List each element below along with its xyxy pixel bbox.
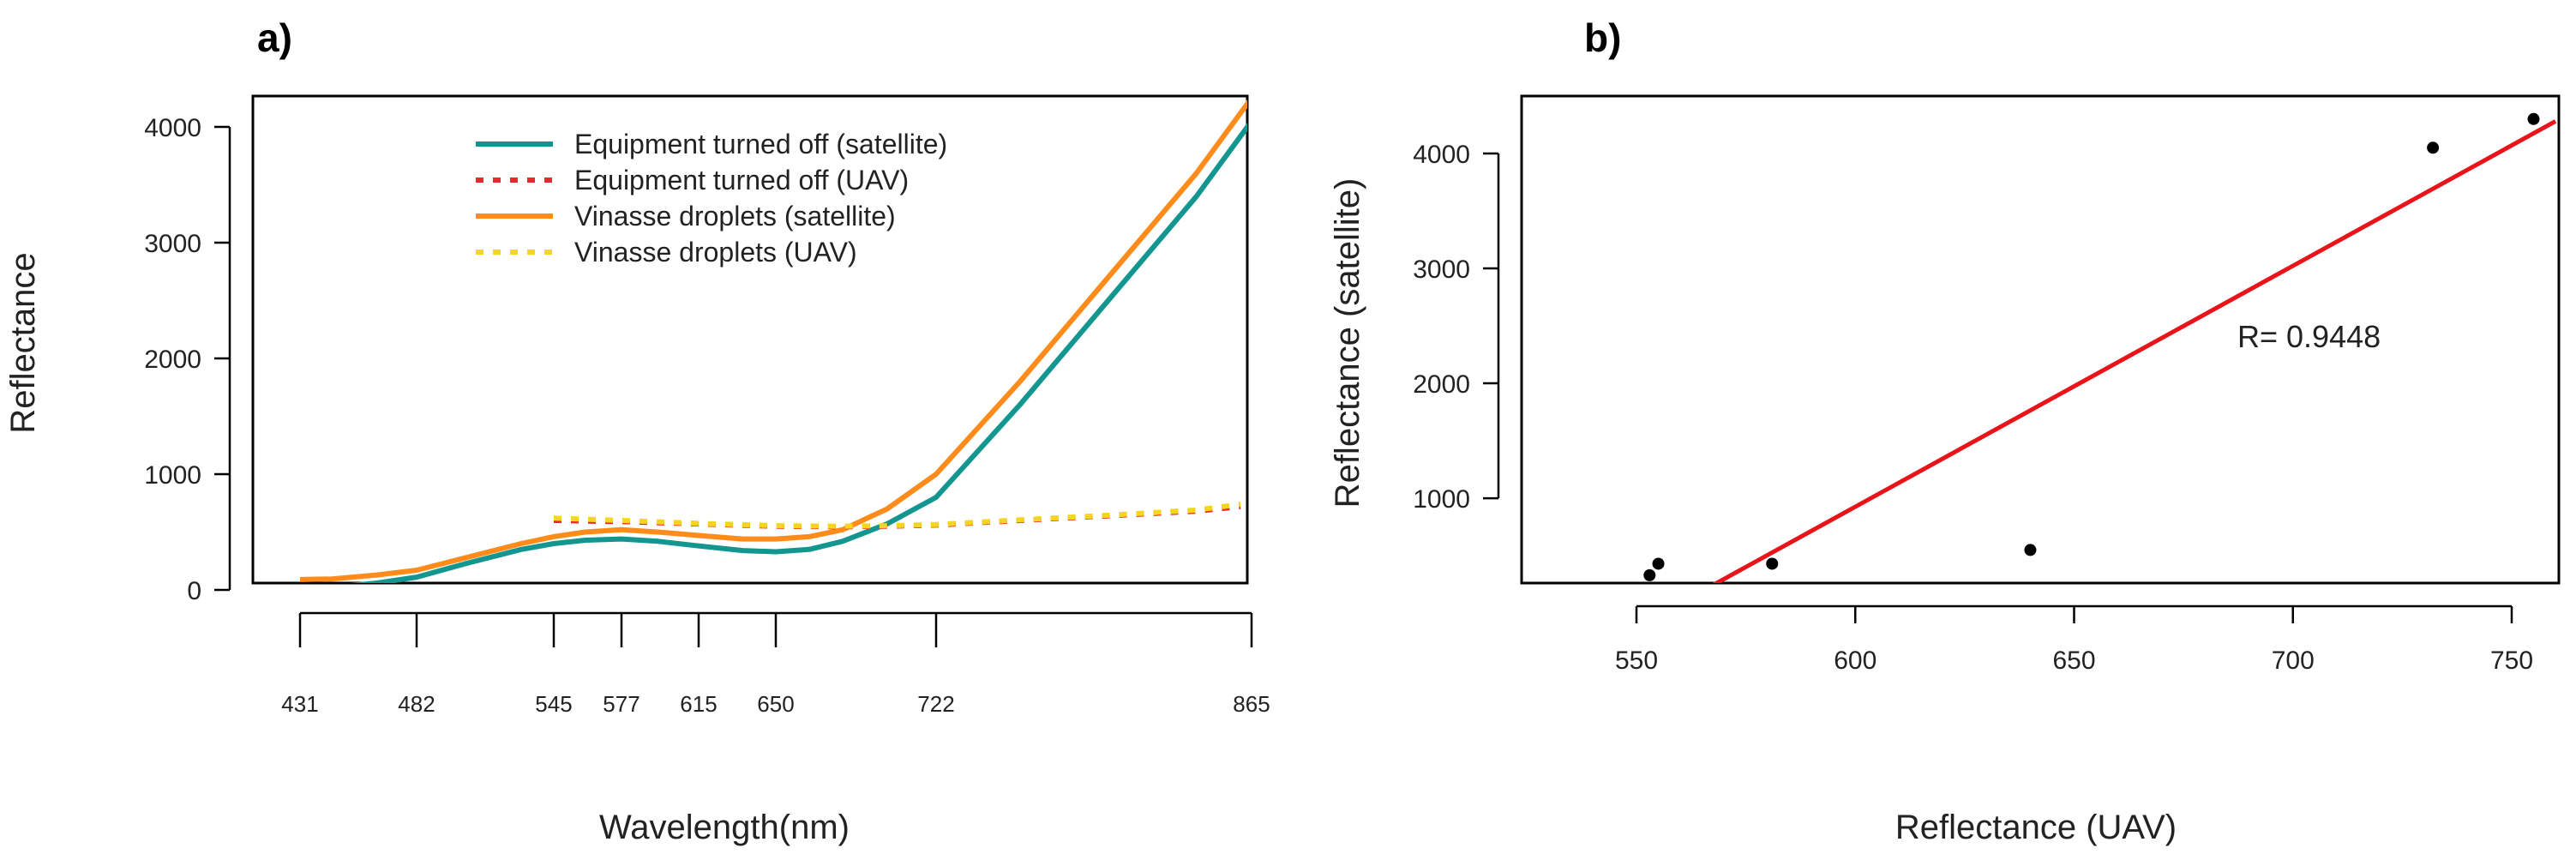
- panel-b-label: b): [1584, 15, 1621, 60]
- legend-label-1: Equipment turned off (satellite): [574, 129, 947, 159]
- panel-b-y-axis: 1000 2000 3000 4000: [1413, 141, 1500, 514]
- panel-b-x-tick-label: 600: [1834, 647, 1876, 675]
- panel-a-frame: [251, 94, 1249, 585]
- panel-a-x-tick-label: 545: [535, 691, 572, 717]
- panel-a-x-tick-label: 431: [281, 691, 318, 717]
- panel-b-y-tick-label: 1000: [1413, 485, 1470, 514]
- panel-b-x-tick-label: 650: [2052, 647, 2095, 675]
- panel-a-x-tick-label: 650: [757, 691, 794, 717]
- panel-a-x-tick-label: 615: [680, 691, 717, 717]
- panel-a-x-axis-title: Wavelength(nm): [599, 809, 850, 846]
- data-point: [2427, 141, 2440, 154]
- panel-a-y-tick-label: 1000: [144, 461, 201, 490]
- panel-a-y-axis: 0 1000 2000 3000 4000: [144, 114, 231, 605]
- panel-a-y-tick-label: 0: [187, 577, 201, 605]
- panel-b-x-axis: 550 600 650 700 750: [1615, 604, 2533, 675]
- panel-b-marks: [1643, 112, 2557, 583]
- series-line-1: [350, 123, 1247, 583]
- legend-label-3: Vinasse droplets (satellite): [574, 201, 896, 232]
- panel-b-y-tick-label: 3000: [1413, 256, 1470, 284]
- legend-label-4: Vinasse droplets (UAV): [574, 237, 857, 268]
- panel-a-x-tick-label: 722: [917, 691, 954, 717]
- panel-b-correlation-annotation: R= 0.9448: [2237, 319, 2381, 354]
- panel-a-series: [299, 99, 1247, 583]
- panel-a-y-tick-label: 2000: [144, 346, 201, 374]
- data-point: [1766, 557, 1779, 570]
- panel-b-x-axis-title: Reflectance (UAV): [1895, 809, 2177, 846]
- panel-a-y-axis-title: Reflectance: [4, 252, 42, 433]
- panel-a-legend: Equipment turned off (satellite) Equipmen…: [476, 129, 947, 268]
- panel-a-x-tick-label: 577: [603, 691, 639, 717]
- data-point: [1643, 568, 1656, 581]
- panel-b-y-axis-title: Reflectance (satellite): [1329, 178, 1366, 508]
- panel-a-label: a): [257, 15, 292, 60]
- panel-b-y-tick-label: 4000: [1413, 141, 1470, 169]
- legend-label-2: Equipment turned off (UAV): [574, 165, 909, 195]
- panel-b-x-tick-label: 750: [2490, 647, 2533, 675]
- panel-b-frame: [1520, 94, 2561, 585]
- panel-a-y-tick-label: 4000: [144, 114, 201, 142]
- panel-b-x-tick-label: 700: [2272, 647, 2315, 675]
- panel-a-x-axis: 431 482 545 577 615 650 722 865: [281, 611, 1270, 717]
- data-point: [2024, 544, 2037, 556]
- panel-b-y-tick-label: 2000: [1413, 370, 1470, 399]
- series-line-3: [299, 99, 1247, 582]
- panel-a-x-tick-label: 865: [1233, 691, 1270, 717]
- data-point: [2527, 112, 2540, 125]
- panel-b-x-tick-label: 550: [1615, 647, 1658, 675]
- panel-b-scatter-chart: b) 1000 2000 3000 4000 550 600 650 700 750 Refl…: [1329, 15, 2561, 846]
- regression-line: [1712, 119, 2557, 583]
- panel-a-y-tick-label: 3000: [144, 230, 201, 258]
- series-line-4: [553, 502, 1241, 529]
- panel-a-x-tick-label: 482: [398, 691, 435, 717]
- data-point: [1652, 557, 1665, 570]
- panel-a-wavelength-chart: a) 0 1000 2000 3000 4000 431 482 545 577 615 650 7…: [4, 15, 1270, 846]
